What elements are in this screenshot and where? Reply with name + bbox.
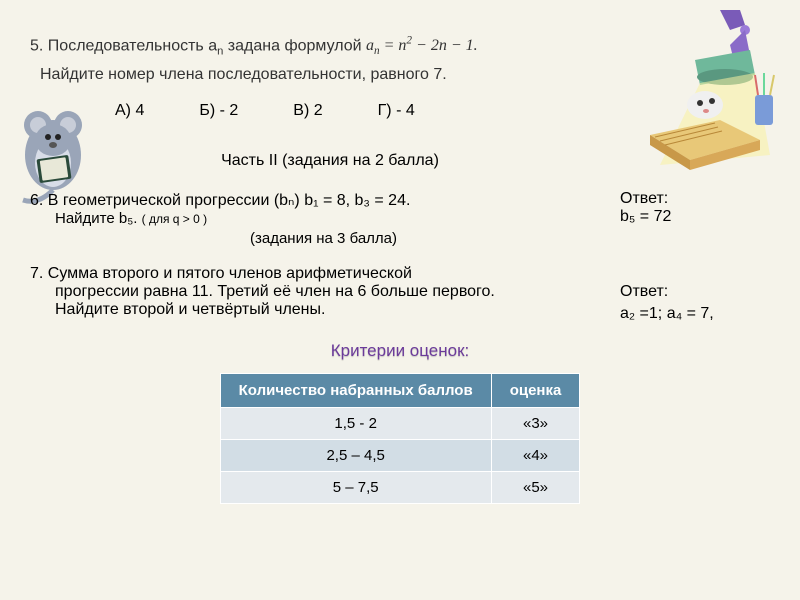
q7-line3: Найдите второй и четвёртый члены. — [55, 301, 620, 319]
q7-answer-value: a₂ =1; a₄ = 7, — [620, 305, 770, 323]
table-row: 5 – 7,5 «5» — [220, 471, 580, 503]
q6-answer-value: b₅ = 72 — [620, 208, 770, 226]
q5-subtext: Найдите номер члена последовательности, … — [40, 66, 770, 84]
cell-points: 2,5 – 4,5 — [220, 439, 491, 471]
ballnote: (задания на 3 балла) — [250, 230, 770, 247]
q7-line2: прогрессии равна 11. Третий её член на 6… — [55, 283, 620, 301]
q6-line1: 6. В геометрической прогрессии (bₙ) b₁ =… — [30, 190, 620, 210]
grading-table: Количество набранных баллов оценка 1,5 -… — [220, 373, 581, 504]
q7-answer-label: Ответ: — [620, 283, 770, 301]
cell-grade: «5» — [491, 471, 580, 503]
q7-line1: 7. Сумма второго и пятого членов арифмет… — [30, 265, 620, 283]
cell-points: 1,5 - 2 — [220, 407, 491, 439]
th-points: Количество набранных баллов — [220, 373, 491, 407]
q5-prefix: 5. Последовательность a — [30, 37, 217, 54]
cell-points: 5 – 7,5 — [220, 471, 491, 503]
answer-a: А) 4 — [115, 102, 144, 120]
q5-answers: А) 4 Б) - 2 В) 2 Г) - 4 — [115, 102, 770, 120]
answer-b: Б) - 2 — [199, 102, 238, 120]
answer-g: Г) - 4 — [378, 102, 415, 120]
q6-line2-prefix: Найдите b₅. — [55, 210, 142, 227]
table-row: 2,5 – 4,5 «4» — [220, 439, 580, 471]
th-grade: оценка — [491, 373, 580, 407]
question-7: 7. Сумма второго и пятого членов арифмет… — [30, 265, 770, 323]
q5-mid: задана формулой — [223, 37, 366, 54]
q6-note: ( для q > 0 ) — [142, 212, 208, 226]
question-6: 6. В геометрической прогрессии (bₙ) b₁ =… — [30, 190, 770, 227]
answer-v: В) 2 — [293, 102, 322, 120]
cell-grade: «3» — [491, 407, 580, 439]
table-row: 1,5 - 2 «3» — [220, 407, 580, 439]
q6-answer-label: Ответ: — [620, 190, 770, 208]
criteria-title: Критерии оценок: — [30, 341, 770, 361]
cell-grade: «4» — [491, 439, 580, 471]
question-5: 5. Последовательность an задана формулой… — [30, 35, 770, 58]
part2-title: Часть II (задания на 2 балла) — [130, 152, 530, 170]
